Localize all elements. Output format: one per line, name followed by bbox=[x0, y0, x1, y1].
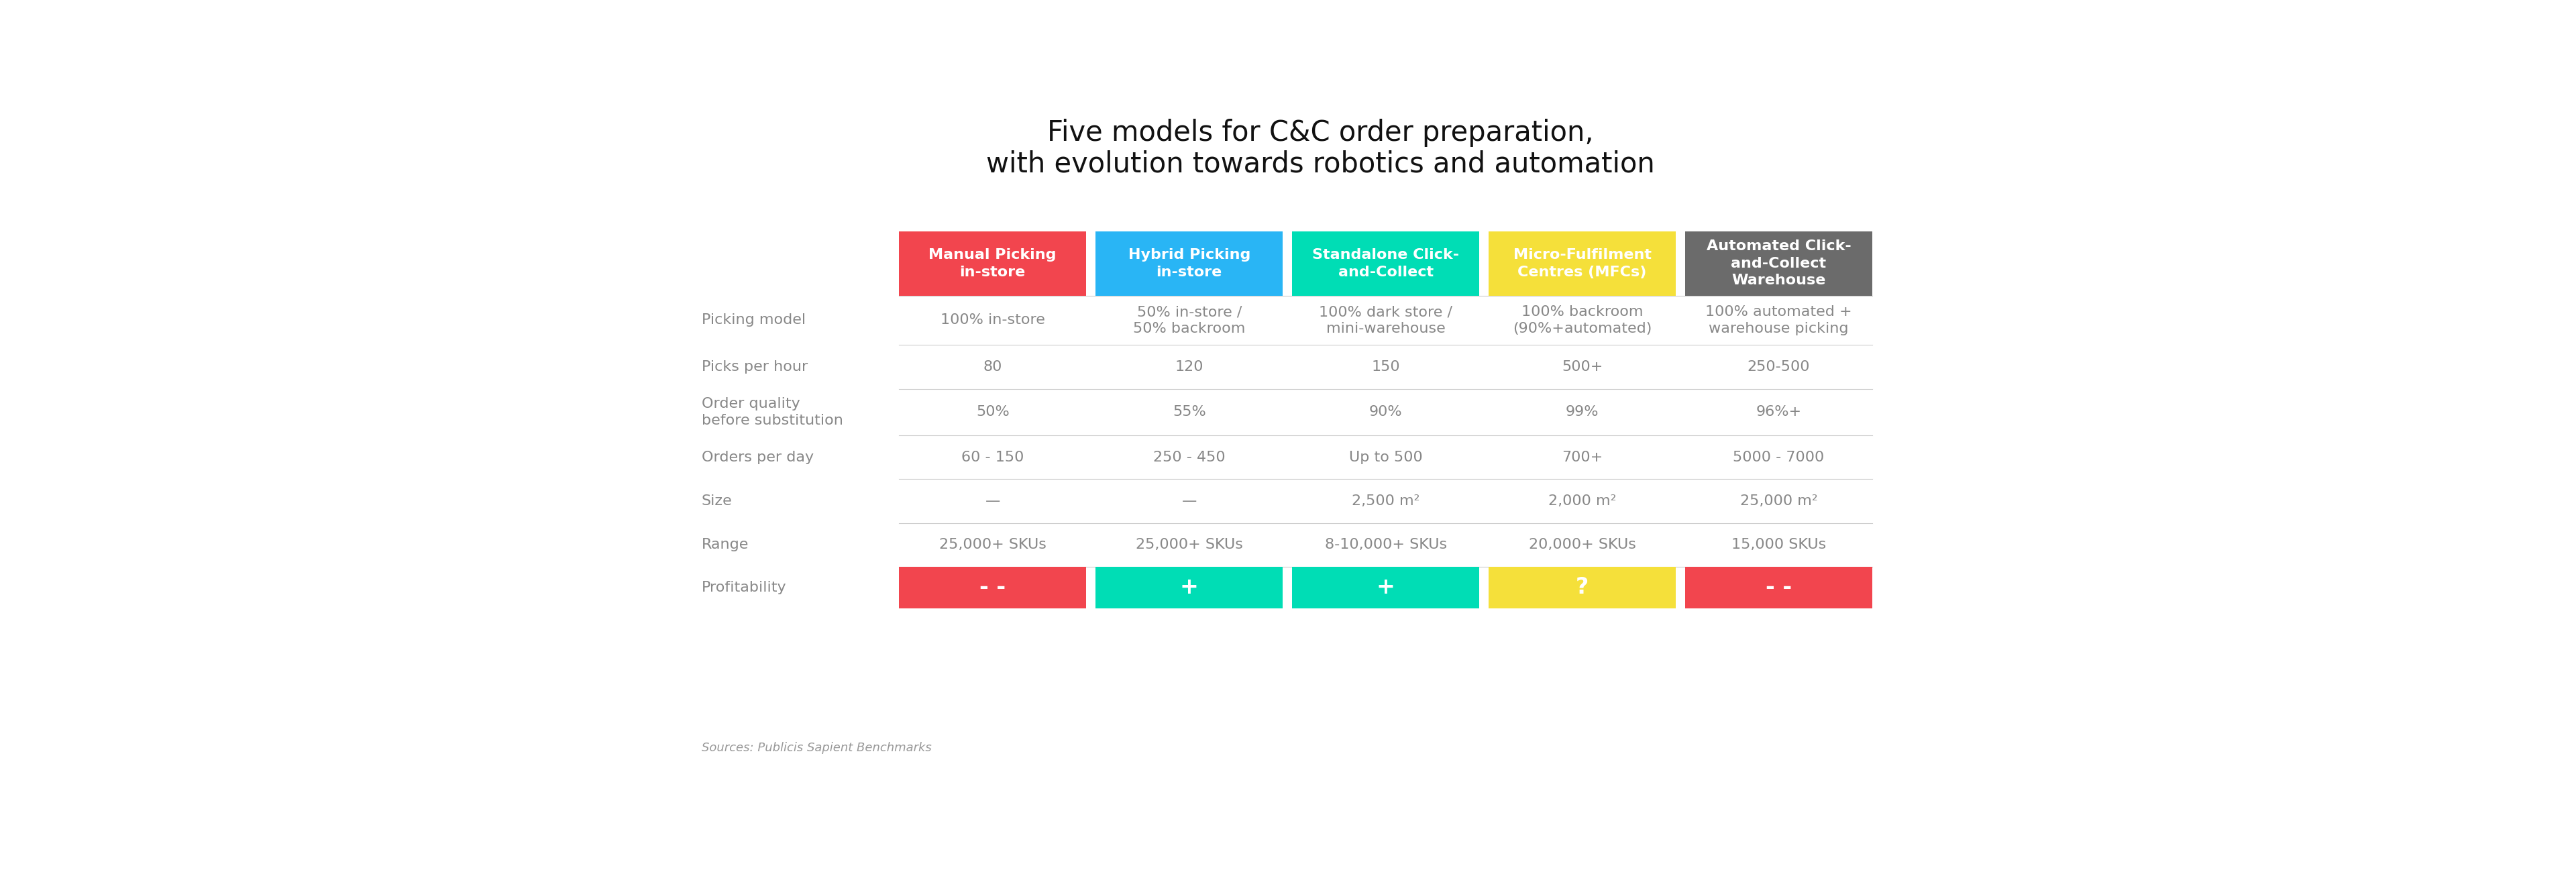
Text: 5000 - 7000: 5000 - 7000 bbox=[1734, 451, 1824, 464]
Text: 250-500: 250-500 bbox=[1747, 360, 1811, 373]
Text: +: + bbox=[1376, 576, 1396, 599]
Text: Sources: Publicis Sapient Benchmarks: Sources: Publicis Sapient Benchmarks bbox=[701, 741, 933, 753]
Text: Hybrid Picking
in-store: Hybrid Picking in-store bbox=[1128, 249, 1249, 279]
Text: 100% backroom
(90%+automated): 100% backroom (90%+automated) bbox=[1512, 305, 1651, 336]
FancyBboxPatch shape bbox=[899, 567, 1087, 609]
Text: Size: Size bbox=[701, 494, 732, 508]
FancyBboxPatch shape bbox=[1293, 231, 1479, 296]
Text: 15,000 SKUs: 15,000 SKUs bbox=[1731, 538, 1826, 552]
Text: —: — bbox=[1182, 494, 1198, 508]
Text: 120: 120 bbox=[1175, 360, 1203, 373]
FancyBboxPatch shape bbox=[1095, 231, 1283, 296]
FancyBboxPatch shape bbox=[899, 231, 1087, 296]
Text: 25,000 m²: 25,000 m² bbox=[1739, 494, 1819, 508]
Text: 90%: 90% bbox=[1368, 405, 1401, 419]
Text: - -: - - bbox=[1765, 576, 1793, 599]
Text: 20,000+ SKUs: 20,000+ SKUs bbox=[1528, 538, 1636, 552]
Text: 100% automated +
warehouse picking: 100% automated + warehouse picking bbox=[1705, 305, 1852, 336]
Text: 500+: 500+ bbox=[1561, 360, 1602, 373]
Text: Picks per hour: Picks per hour bbox=[701, 360, 809, 373]
FancyBboxPatch shape bbox=[1685, 567, 1873, 609]
Text: - -: - - bbox=[979, 576, 1005, 599]
Text: Orders per day: Orders per day bbox=[701, 451, 814, 464]
Text: Manual Picking
in-store: Manual Picking in-store bbox=[930, 249, 1056, 279]
FancyBboxPatch shape bbox=[1489, 231, 1677, 296]
Text: 50%: 50% bbox=[976, 405, 1010, 419]
Text: with evolution towards robotics and automation: with evolution towards robotics and auto… bbox=[987, 150, 1654, 178]
Text: 8-10,000+ SKUs: 8-10,000+ SKUs bbox=[1324, 538, 1448, 552]
Text: 250 - 450: 250 - 450 bbox=[1154, 451, 1226, 464]
Text: Automated Click-
and-Collect
Warehouse: Automated Click- and-Collect Warehouse bbox=[1705, 240, 1852, 288]
Text: Micro-Fulfilment
Centres (MFCs): Micro-Fulfilment Centres (MFCs) bbox=[1512, 249, 1651, 279]
FancyBboxPatch shape bbox=[1685, 231, 1873, 296]
Text: Picking model: Picking model bbox=[701, 314, 806, 327]
Text: 2,000 m²: 2,000 m² bbox=[1548, 494, 1615, 508]
Text: Up to 500: Up to 500 bbox=[1350, 451, 1422, 464]
Text: —: — bbox=[984, 494, 999, 508]
Text: Five models for C&C order preparation,: Five models for C&C order preparation, bbox=[1046, 119, 1595, 147]
Text: ?: ? bbox=[1577, 576, 1589, 599]
Text: 25,000+ SKUs: 25,000+ SKUs bbox=[1136, 538, 1242, 552]
Text: 96%+: 96%+ bbox=[1757, 405, 1801, 419]
Text: Order quality
before substitution: Order quality before substitution bbox=[701, 397, 842, 427]
Text: 100% dark store /
mini-warehouse: 100% dark store / mini-warehouse bbox=[1319, 305, 1453, 336]
Text: 100% in-store: 100% in-store bbox=[940, 314, 1046, 327]
Text: Range: Range bbox=[701, 538, 750, 552]
Text: 55%: 55% bbox=[1172, 405, 1206, 419]
Text: 50% in-store /
50% backroom: 50% in-store / 50% backroom bbox=[1133, 305, 1244, 336]
Text: 80: 80 bbox=[984, 360, 1002, 373]
Text: 60 - 150: 60 - 150 bbox=[961, 451, 1025, 464]
Text: 700+: 700+ bbox=[1561, 451, 1602, 464]
Text: 25,000+ SKUs: 25,000+ SKUs bbox=[940, 538, 1046, 552]
Text: 2,500 m²: 2,500 m² bbox=[1352, 494, 1419, 508]
FancyBboxPatch shape bbox=[1489, 567, 1677, 609]
Text: Standalone Click-
and-Collect: Standalone Click- and-Collect bbox=[1311, 249, 1458, 279]
Text: +: + bbox=[1180, 576, 1198, 599]
Text: 150: 150 bbox=[1370, 360, 1399, 373]
FancyBboxPatch shape bbox=[1293, 567, 1479, 609]
Text: 99%: 99% bbox=[1566, 405, 1600, 419]
Text: Profitability: Profitability bbox=[701, 581, 786, 595]
FancyBboxPatch shape bbox=[1095, 567, 1283, 609]
